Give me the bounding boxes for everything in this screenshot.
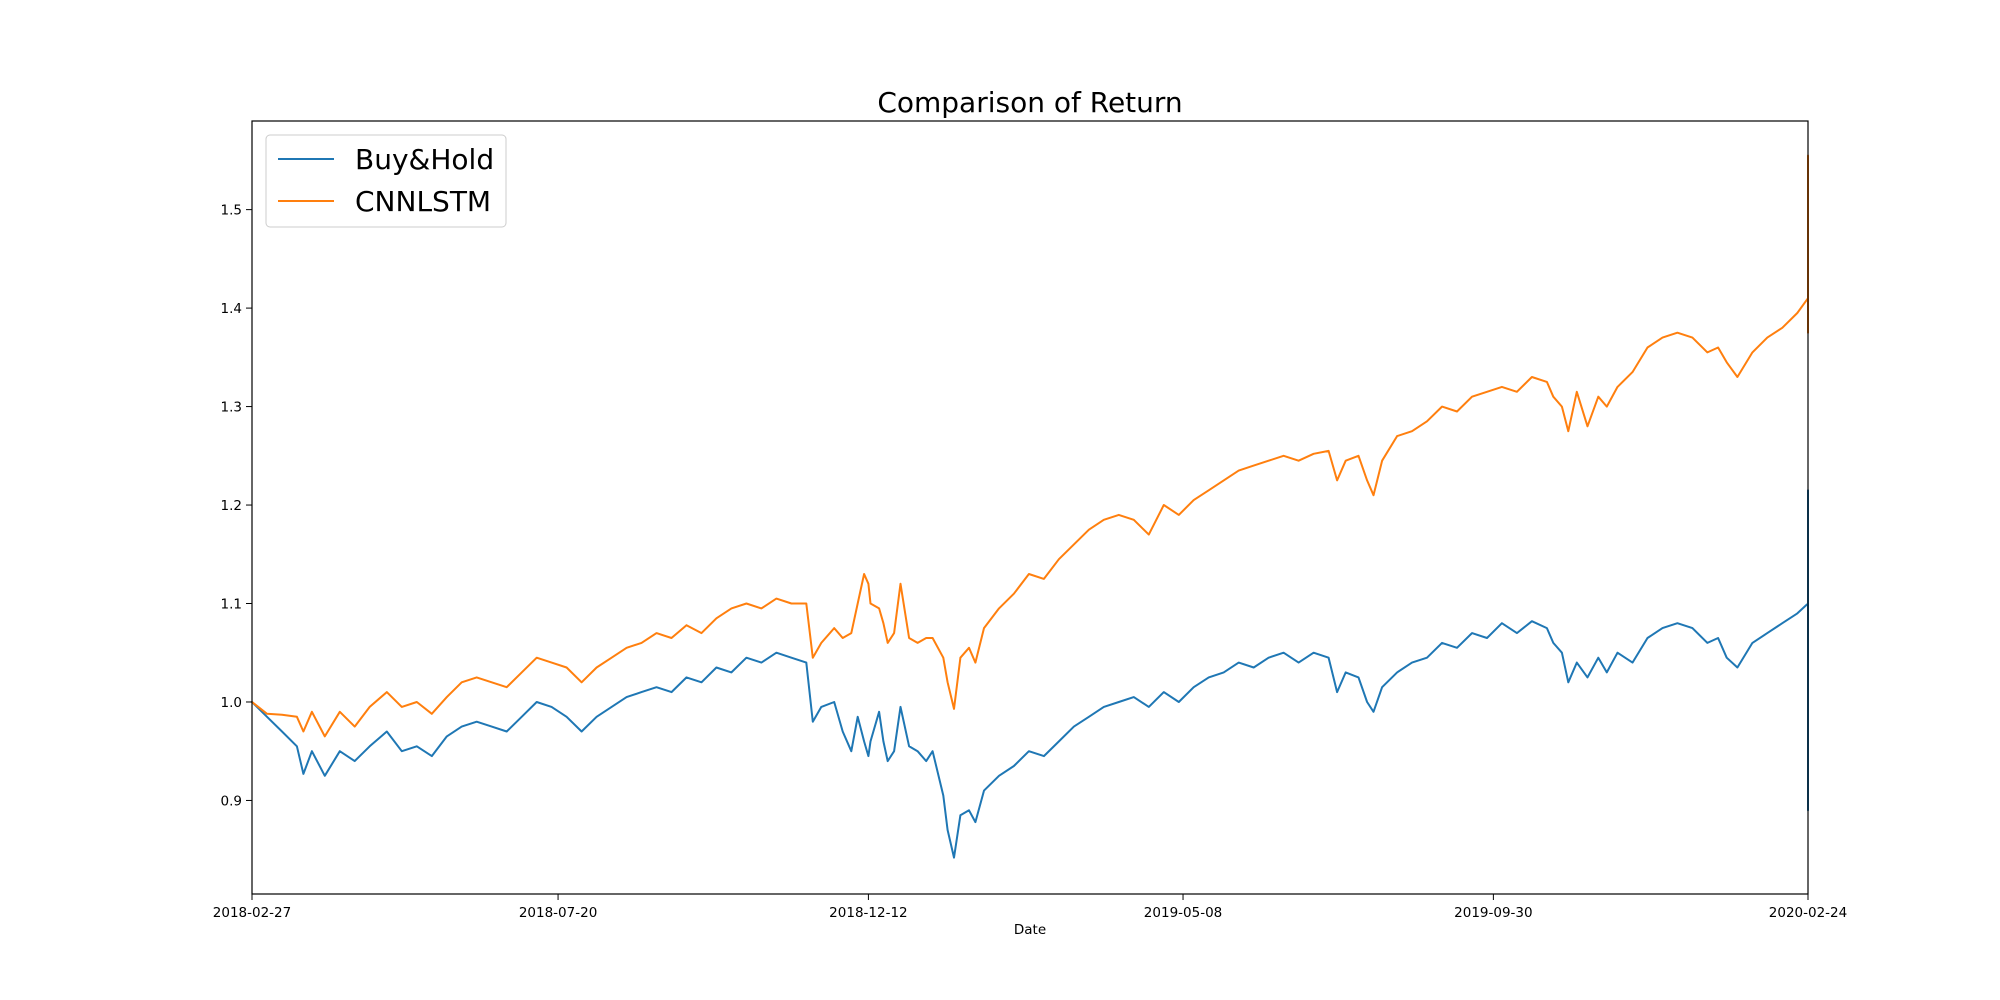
x-tick-label: 2018-02-27 (213, 905, 291, 921)
x-tick-label: 2019-05-08 (1144, 905, 1222, 921)
x-tick-label: 2020-02-24 (1769, 905, 1847, 921)
y-tick-label: 1.4 (221, 301, 242, 317)
y-tick-label: 1.0 (221, 695, 242, 711)
y-tick-label: 1.1 (221, 597, 242, 613)
y-tick-label: 1.3 (221, 400, 242, 416)
y-axis: 0.9 1.0 1.1 1.2 1.3 1.4 1.5 (221, 203, 252, 809)
series-line-buy-hold (251, 489, 1809, 859)
series-line-cnnlstm (251, 154, 1809, 738)
chart-title: Comparison of Return (877, 86, 1182, 119)
y-tick-label: 1.5 (221, 203, 242, 219)
x-axis-title: Date (1014, 922, 1046, 938)
plot-area-frame (251, 120, 1809, 895)
legend-label: Buy&Hold (355, 143, 494, 176)
legend-label: CNNLSTM (355, 185, 491, 218)
series-lines (251, 154, 1809, 859)
x-axis: 2018-02-27 2018-07-20 2018-12-12 2019-05-08… (213, 894, 1847, 921)
y-tick-label: 0.9 (221, 793, 242, 809)
x-tick-label: 2018-07-20 (519, 905, 597, 921)
x-tick-label: 2019-09-30 (1454, 905, 1532, 921)
y-tick-label: 1.2 (221, 498, 242, 514)
legend: Buy&Hold CNNLSTM (265, 134, 507, 228)
x-tick-label: 2018-12-12 (829, 905, 907, 921)
